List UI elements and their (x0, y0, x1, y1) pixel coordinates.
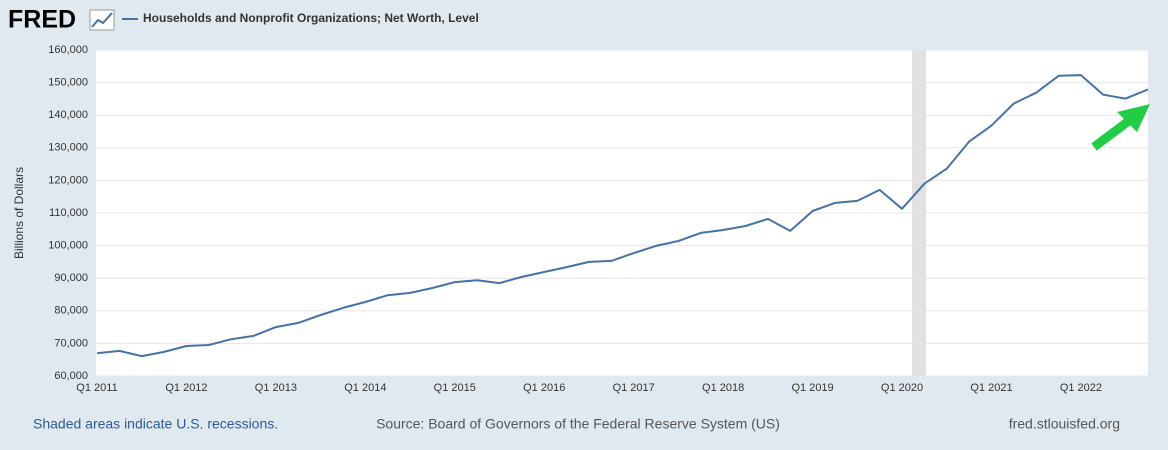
logo: FRED (8, 6, 76, 34)
x-tick-label: Q1 2020 (881, 382, 923, 394)
x-tick-label: Q1 2016 (523, 382, 565, 394)
series-line (96, 74, 1149, 358)
y-axis-label: Billions of Dollars (12, 167, 26, 259)
x-tick-label: Q1 2019 (791, 382, 833, 394)
y-tick-label: 120,000 (48, 174, 88, 186)
y-tick-label: 140,000 (48, 109, 88, 121)
footer-source: Source: Board of Governors of the Federa… (376, 416, 780, 432)
x-tick-label: Q1 2017 (613, 382, 655, 394)
y-tick-label: 70,000 (54, 337, 88, 349)
legend-label: Households and Nonprofit Organizations; … (143, 11, 479, 25)
arrow (1091, 104, 1150, 151)
y-tick-label: 100,000 (48, 240, 88, 252)
y-tick-label: 110,000 (49, 207, 88, 219)
y-tick-label: 90,000 (54, 272, 88, 284)
x-tick-label: Q1 2018 (702, 382, 744, 394)
footer-site: fred.stlouisfed.org (1009, 416, 1120, 432)
y-tick-label: 160,000 (48, 44, 88, 56)
x-tick-label: Q1 2021 (970, 382, 1012, 394)
x-tick-label: Q1 2014 (344, 382, 386, 394)
y-tick-label: 150,000 (48, 77, 88, 89)
x-tick-label: Q1 2013 (255, 382, 297, 394)
footer-note: Shaded areas indicate U.S. recessions. (33, 416, 278, 432)
x-tick-label: Q1 2022 (1060, 382, 1102, 394)
x-tick-label: Q1 2015 (434, 382, 476, 394)
logo-icon (89, 9, 115, 31)
y-tick-label: 130,000 (48, 142, 88, 154)
x-tick-label: Q1 2012 (165, 382, 207, 394)
y-tick-label: 80,000 (54, 305, 88, 317)
y-tick-label: 60,000 (54, 370, 88, 382)
x-tick-label: Q1 2011 (76, 382, 117, 394)
